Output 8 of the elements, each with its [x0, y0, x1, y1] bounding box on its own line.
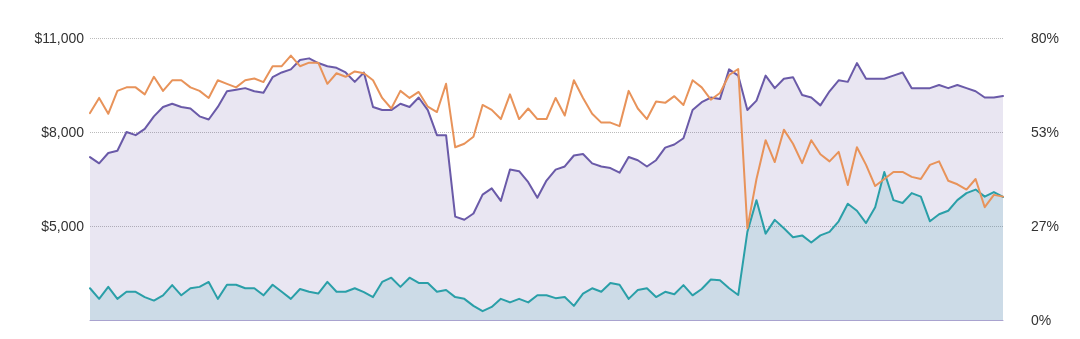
y2-tick-label: 80% [1031, 30, 1060, 46]
y-tick-label: $5,000 [41, 218, 85, 234]
y2-tick-label: 53% [1031, 124, 1060, 141]
y-tick-label: $11,000 [34, 30, 85, 46]
y-tick-label: $8,000 [41, 124, 85, 140]
y2-tick-label: 0% [1031, 312, 1052, 328]
y2-tick-label: 27% [1031, 217, 1060, 234]
line-series [89, 54, 1004, 230]
